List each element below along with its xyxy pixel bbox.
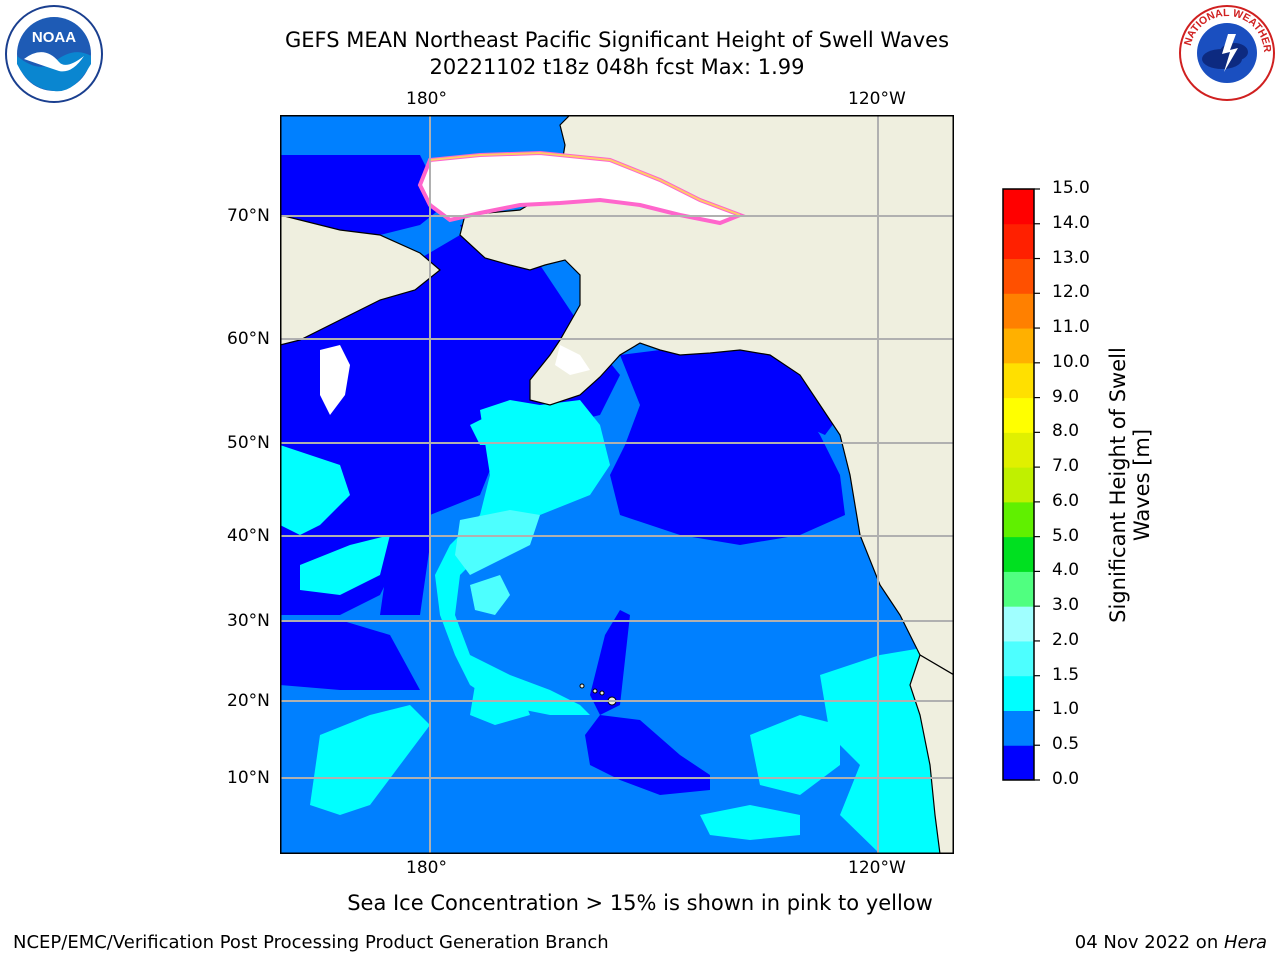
- colorbar-title: Significant Height of Swell Waves [m]: [1106, 347, 1154, 623]
- colorbar-cell: [1003, 571, 1034, 607]
- bottom-lon-label-120w: 120°W: [848, 858, 906, 878]
- lat-label-30n: 30°N: [227, 611, 270, 631]
- colorbar-cell: [1003, 501, 1034, 538]
- lat-label-40n: 40°N: [227, 526, 270, 546]
- graticule: [280, 115, 954, 854]
- colorbar-cell: [1003, 467, 1034, 503]
- lat-label-20n: 20°N: [227, 691, 270, 711]
- colorbar-tick-label: 14.0: [1052, 212, 1090, 233]
- colorbar-tick-label: 4.0: [1052, 560, 1080, 581]
- nws-logo: NATIONAL WEATHER SERVICE: [1178, 4, 1275, 101]
- colorbar-tick-label: 5.0: [1052, 525, 1080, 546]
- colorbar-tick-label: 1.0: [1052, 699, 1080, 720]
- colorbar-cell: [1003, 640, 1034, 677]
- top-lon-label-120w: 120°W: [848, 89, 906, 109]
- colorbar-tick-label: 7.0: [1052, 456, 1080, 477]
- colorbar-cell: [1003, 328, 1034, 364]
- map-frame: [280, 115, 954, 854]
- colorbar-tick-label: 10.0: [1052, 351, 1090, 372]
- colorbar-cells: [1003, 188, 1040, 781]
- footer-date: 04 Nov 2022 on Hera: [1075, 932, 1267, 953]
- colorbar-tick-label: 0.5: [1052, 734, 1080, 755]
- colorbar-tick-label: 6.0: [1052, 490, 1080, 511]
- colorbar-cell: [1003, 223, 1034, 260]
- colorbar-tick-label: 3.0: [1052, 595, 1080, 616]
- colorbar-cell: [1003, 432, 1034, 468]
- chart-subtitle: 20221102 t18z 048h fcst Max: 1.99: [429, 55, 805, 79]
- noaa-logo-text: NOAA: [32, 29, 76, 46]
- lat-label-70n: 70°N: [227, 206, 270, 226]
- lat-label-50n: 50°N: [227, 433, 270, 453]
- map-panel: [280, 115, 954, 854]
- land-areas: [280, 115, 954, 854]
- colorbar-cell: [1003, 745, 1034, 781]
- colorbar-cell: [1003, 293, 1034, 329]
- colorbar-cell: [1003, 258, 1034, 294]
- sea-ice-note: Sea Ice Concentration > 15% is shown in …: [347, 891, 933, 915]
- noaa-logo: NOAA: [5, 5, 103, 103]
- colorbar-tick-label: 0.0: [1052, 769, 1080, 789]
- colorbar-tick-label: 2.0: [1052, 629, 1080, 650]
- chart-title: GEFS MEAN Northeast Pacific Significant …: [284, 28, 950, 52]
- colorbar-tick-label: 15.0: [1052, 178, 1090, 198]
- bottom-lon-label-180: 180°: [406, 858, 447, 878]
- colorbar-cell: [1003, 606, 1034, 642]
- sea-ice: [320, 150, 746, 415]
- colorbar-cell: [1003, 189, 1034, 225]
- colorbar: [1002, 188, 1040, 781]
- colorbar-tick-label: 13.0: [1052, 247, 1090, 268]
- top-lon-label-180: 180°: [406, 89, 447, 109]
- footer-date-text: 04 Nov 2022 on: [1074, 932, 1224, 953]
- colorbar-tick-label: 12.0: [1052, 282, 1090, 303]
- colorbar-tick-label: 9.0: [1052, 386, 1080, 407]
- colorbar-frame: [1002, 188, 1035, 781]
- colorbar-cell: [1003, 536, 1034, 572]
- colorbar-cell: [1003, 710, 1034, 746]
- lat-label-10n: 10°N: [227, 768, 270, 788]
- colorbar-cell: [1003, 362, 1034, 399]
- colorbar-cell: [1003, 397, 1034, 433]
- colorbar-cell: [1003, 675, 1034, 711]
- colorbar-tick-label: 8.0: [1052, 421, 1080, 442]
- lat-label-60n: 60°N: [227, 329, 270, 349]
- colorbar-tick-label: 1.5: [1052, 664, 1080, 685]
- colorbar-tick-label: 11.0: [1052, 317, 1090, 338]
- footer-producer: NCEP/EMC/Verification Post Processing Pr…: [13, 932, 609, 953]
- footer-host: Hera: [1223, 932, 1267, 953]
- swell-high-regions: [455, 510, 540, 615]
